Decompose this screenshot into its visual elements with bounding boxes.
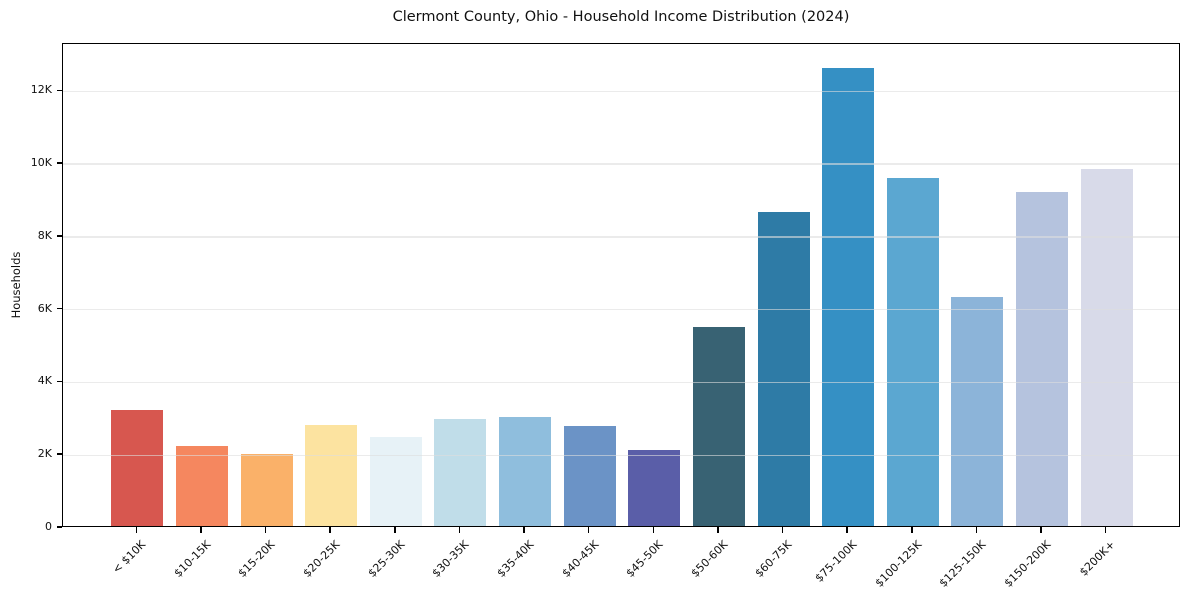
bar bbox=[1080, 168, 1133, 526]
y-tick-label: 10K bbox=[30, 156, 52, 170]
bars-layer bbox=[63, 44, 1179, 526]
x-axis: < $10K $10-15K $15-20K $20-25K $25-30K $30-35… bbox=[62, 527, 1180, 590]
chart-title: Clermont County, Ohio - Household Income… bbox=[392, 9, 850, 25]
x-tick-label: $20-25K bbox=[300, 538, 343, 580]
bar bbox=[563, 425, 616, 526]
y-tick-mark bbox=[57, 307, 62, 310]
bar bbox=[369, 436, 422, 526]
y-tick-mark bbox=[57, 162, 62, 164]
y-tick-label: 0 bbox=[45, 520, 52, 533]
x-tick-mark bbox=[587, 527, 590, 533]
y-tick-label: 2K bbox=[37, 447, 52, 461]
x-tick-mark bbox=[652, 527, 655, 533]
y-tick-label: 8K bbox=[37, 228, 52, 242]
bar bbox=[692, 327, 745, 526]
x-tick-label: $10-15K bbox=[171, 538, 214, 580]
x-tick-mark bbox=[329, 527, 331, 533]
x-tick-mark bbox=[975, 527, 978, 533]
bar bbox=[305, 424, 358, 526]
bar bbox=[240, 453, 293, 526]
bar bbox=[628, 449, 681, 526]
x-tick-mark bbox=[458, 527, 461, 533]
y-tick-label: 4K bbox=[37, 374, 52, 388]
x-tick-label: $50-60K bbox=[688, 538, 731, 580]
bar bbox=[951, 297, 1004, 526]
x-tick-label: $150-200K bbox=[1001, 538, 1054, 590]
x-tick-label: $40-45K bbox=[559, 538, 601, 580]
bar bbox=[434, 419, 487, 526]
x-tick-label: $100-125K bbox=[872, 538, 924, 590]
bar bbox=[886, 178, 939, 526]
x-tick-label: $125-150K bbox=[936, 538, 989, 590]
y-tick-label: 6K bbox=[37, 301, 52, 315]
y-tick-label: 12K bbox=[30, 83, 52, 97]
x-tick-mark bbox=[911, 527, 913, 533]
x-tick-label: $35-40K bbox=[494, 538, 537, 580]
x-tick-label: $25-30K bbox=[365, 538, 408, 580]
x-tick-mark bbox=[523, 527, 525, 533]
y-tick-mark bbox=[57, 453, 62, 455]
bar bbox=[1015, 192, 1068, 526]
bar bbox=[822, 67, 875, 526]
x-tick-mark bbox=[264, 527, 267, 533]
x-tick-mark bbox=[1040, 527, 1042, 533]
y-tick-mark bbox=[57, 380, 62, 383]
y-axis: 0 2K 4K 6K 8K 10K 12K bbox=[0, 43, 62, 533]
y-tick-mark bbox=[57, 235, 62, 237]
x-tick-label: $75-100K bbox=[812, 538, 860, 585]
bar bbox=[499, 416, 552, 526]
x-tick-label: $200K+ bbox=[1077, 538, 1118, 579]
y-tick-mark bbox=[57, 526, 62, 528]
x-tick-mark bbox=[394, 527, 396, 533]
x-tick-mark bbox=[135, 527, 138, 533]
bar bbox=[176, 445, 228, 526]
x-tick-label: $60-75K bbox=[752, 538, 795, 580]
x-tick-mark bbox=[781, 527, 784, 533]
plot-area bbox=[62, 43, 1180, 527]
bar bbox=[757, 212, 810, 526]
x-tick-mark bbox=[200, 527, 202, 533]
x-tick-label: $15-20K bbox=[235, 538, 278, 580]
y-tick-mark bbox=[57, 89, 62, 92]
x-tick-mark bbox=[1104, 527, 1107, 533]
x-tick-label: $45-50K bbox=[623, 538, 666, 580]
bar bbox=[111, 410, 164, 526]
x-tick-mark bbox=[846, 527, 848, 533]
x-tick-label: < $10K bbox=[110, 538, 149, 577]
x-tick-mark bbox=[717, 527, 719, 533]
x-tick-label: $30-35K bbox=[429, 538, 472, 580]
